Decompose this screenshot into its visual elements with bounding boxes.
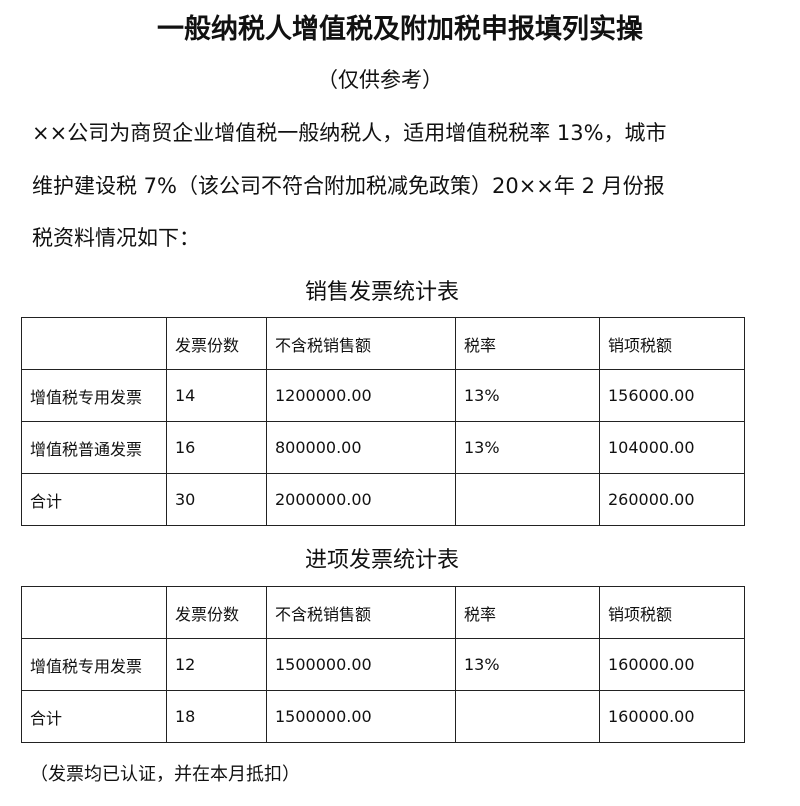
table-cell: 800000.00	[266, 421, 456, 474]
header-cell: 税率	[455, 317, 600, 370]
table-cell: 156000.00	[599, 369, 745, 422]
table-cell: 增值税专用发票	[21, 638, 167, 691]
paragraph-line: 维护建设税 7%（该公司不符合附加税减免政策）20××年 2 月份报	[32, 174, 665, 198]
header-cell: 销项税额	[599, 317, 745, 370]
table-cell	[455, 690, 600, 743]
header-cell	[21, 586, 167, 639]
table-cell: 13%	[455, 638, 600, 691]
table-header-row: 发票份数 不含税销售额 税率 销项税额	[21, 586, 745, 639]
table-cell	[455, 473, 600, 526]
table-cell: 1500000.00	[266, 690, 456, 743]
table-row: 增值税专用发票 14 1200000.00 13% 156000.00	[21, 369, 745, 422]
header-cell: 税率	[455, 586, 600, 639]
table-cell: 增值税普通发票	[21, 421, 167, 474]
subtitle: （仅供参考）	[317, 68, 443, 92]
header-cell: 不含税销售额	[266, 317, 456, 370]
table-row: 合计 18 1500000.00 160000.00	[21, 690, 745, 743]
footnote: （发票均已认证，并在本月抵扣）	[30, 764, 300, 785]
sales-table-title: 销售发票统计表	[304, 280, 459, 305]
header-cell: 销项税额	[599, 586, 745, 639]
input-table-title: 进项发票统计表	[304, 548, 459, 573]
header-cell: 不含税销售额	[266, 586, 456, 639]
paragraph-line: ××公司为商贸企业增值税一般纳税人，适用增值税税率 13%，城市	[32, 121, 667, 145]
table-cell: 18	[166, 690, 267, 743]
table-row: 增值税专用发票 12 1500000.00 13% 160000.00	[21, 638, 745, 691]
sales-invoice-table: 发票份数 不含税销售额 税率 销项税额 增值税专用发票 14 1200000.00 13% 15…	[21, 317, 745, 526]
table-cell: 14	[166, 369, 267, 422]
table-cell: 合计	[21, 473, 167, 526]
table-row: 增值税普通发票 16 800000.00 13% 104000.00	[21, 421, 745, 474]
table-cell: 增值税专用发票	[21, 369, 167, 422]
input-invoice-table: 发票份数 不含税销售额 税率 销项税额 增值税专用发票 12 1500000.00 13% 16…	[21, 586, 745, 743]
table-cell: 16	[166, 421, 267, 474]
header-cell	[21, 317, 167, 370]
paragraph-line: 税资料情况如下：	[32, 226, 200, 250]
table-cell: 13%	[455, 369, 600, 422]
table-cell: 30	[166, 473, 267, 526]
table-cell: 合计	[21, 690, 167, 743]
header-cell: 发票份数	[166, 317, 267, 370]
table-cell: 12	[166, 638, 267, 691]
table-cell: 260000.00	[599, 473, 745, 526]
table-cell: 104000.00	[599, 421, 745, 474]
table-row: 合计 30 2000000.00 260000.00	[21, 473, 745, 526]
table-cell: 160000.00	[599, 690, 745, 743]
table-cell: 1500000.00	[266, 638, 456, 691]
table-cell: 13%	[455, 421, 600, 474]
table-cell: 160000.00	[599, 638, 745, 691]
table-header-row: 发票份数 不含税销售额 税率 销项税额	[21, 317, 745, 370]
table-cell: 1200000.00	[266, 369, 456, 422]
table-cell: 2000000.00	[266, 473, 456, 526]
header-cell: 发票份数	[166, 586, 267, 639]
page-title: 一般纳税人增值税及附加税申报填列实操	[157, 14, 643, 45]
